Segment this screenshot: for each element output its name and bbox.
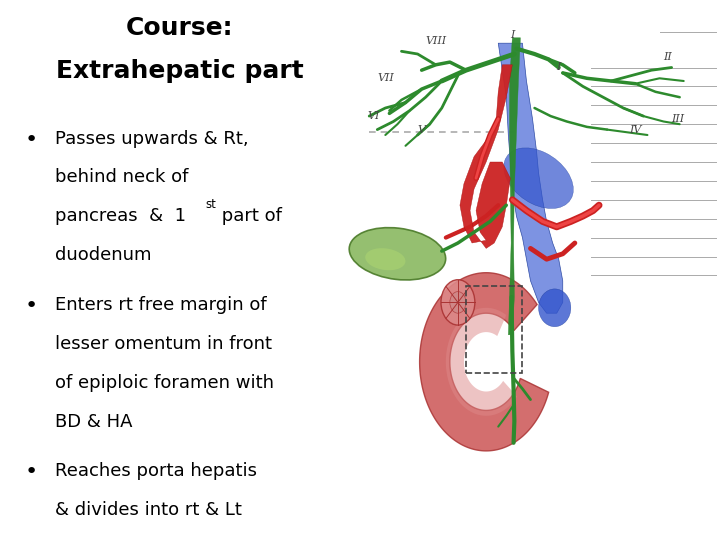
Text: I: I: [557, 63, 561, 72]
Text: V: V: [418, 125, 426, 134]
Text: Reaches porta hepatis: Reaches porta hepatis: [55, 462, 257, 480]
Text: Enters rt free margin of: Enters rt free margin of: [55, 296, 267, 314]
Polygon shape: [498, 43, 563, 313]
Text: behind neck of: behind neck of: [55, 168, 189, 186]
Text: •: •: [24, 130, 37, 150]
Polygon shape: [508, 38, 521, 335]
Text: duodenum: duodenum: [55, 246, 152, 264]
Polygon shape: [446, 308, 517, 416]
Text: III: III: [671, 114, 684, 124]
Text: II: II: [663, 52, 672, 62]
Text: st: st: [206, 198, 217, 211]
Circle shape: [441, 280, 475, 325]
Ellipse shape: [349, 228, 446, 280]
Text: IV: IV: [629, 125, 642, 134]
Text: BD & HA: BD & HA: [55, 413, 132, 430]
Text: & divides into rt & Lt: & divides into rt & Lt: [55, 501, 242, 519]
Text: •: •: [24, 462, 37, 482]
Bar: [466, 286, 523, 373]
Text: VI: VI: [367, 111, 379, 121]
Text: of epiploic foramen with: of epiploic foramen with: [55, 374, 274, 391]
Text: Passes upwards & Rt,: Passes upwards & Rt,: [55, 130, 249, 147]
Text: Course:: Course:: [126, 16, 233, 40]
Polygon shape: [420, 273, 549, 451]
Text: part of: part of: [216, 207, 282, 225]
Text: Extrahepatic part: Extrahepatic part: [56, 59, 304, 83]
Circle shape: [450, 292, 466, 313]
Text: I: I: [510, 30, 515, 40]
Text: pancreas  &  1: pancreas & 1: [55, 207, 186, 225]
Text: lesser omentum in front: lesser omentum in front: [55, 335, 272, 353]
Ellipse shape: [365, 248, 405, 270]
Polygon shape: [460, 65, 513, 248]
Text: VIII: VIII: [426, 36, 446, 45]
Ellipse shape: [539, 289, 571, 327]
Text: •: •: [24, 296, 37, 316]
Text: VII: VII: [377, 73, 394, 83]
Ellipse shape: [504, 148, 573, 208]
